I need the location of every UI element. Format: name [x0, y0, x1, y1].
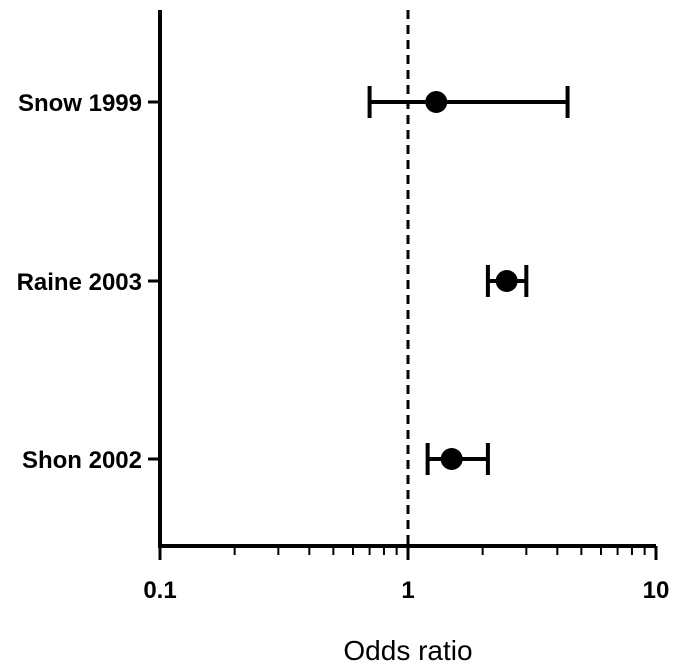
point-estimate: [440, 448, 463, 470]
point-estimate: [425, 91, 448, 113]
plot-area: 0.1 1 10 Snow 1999 Raine 2003 Shon 2002: [17, 10, 670, 604]
x-tick-label: 1: [401, 577, 414, 604]
x-tick-label: 0.1: [143, 577, 176, 604]
y-tick-label: Snow 1999: [18, 90, 142, 117]
y-tick-label: Raine 2003: [17, 269, 142, 296]
y-tick-label: Shon 2002: [22, 447, 142, 474]
point-estimate: [495, 270, 518, 292]
x-axis-title: Odds ratio: [343, 635, 472, 666]
x-tick-label: 10: [643, 577, 670, 604]
